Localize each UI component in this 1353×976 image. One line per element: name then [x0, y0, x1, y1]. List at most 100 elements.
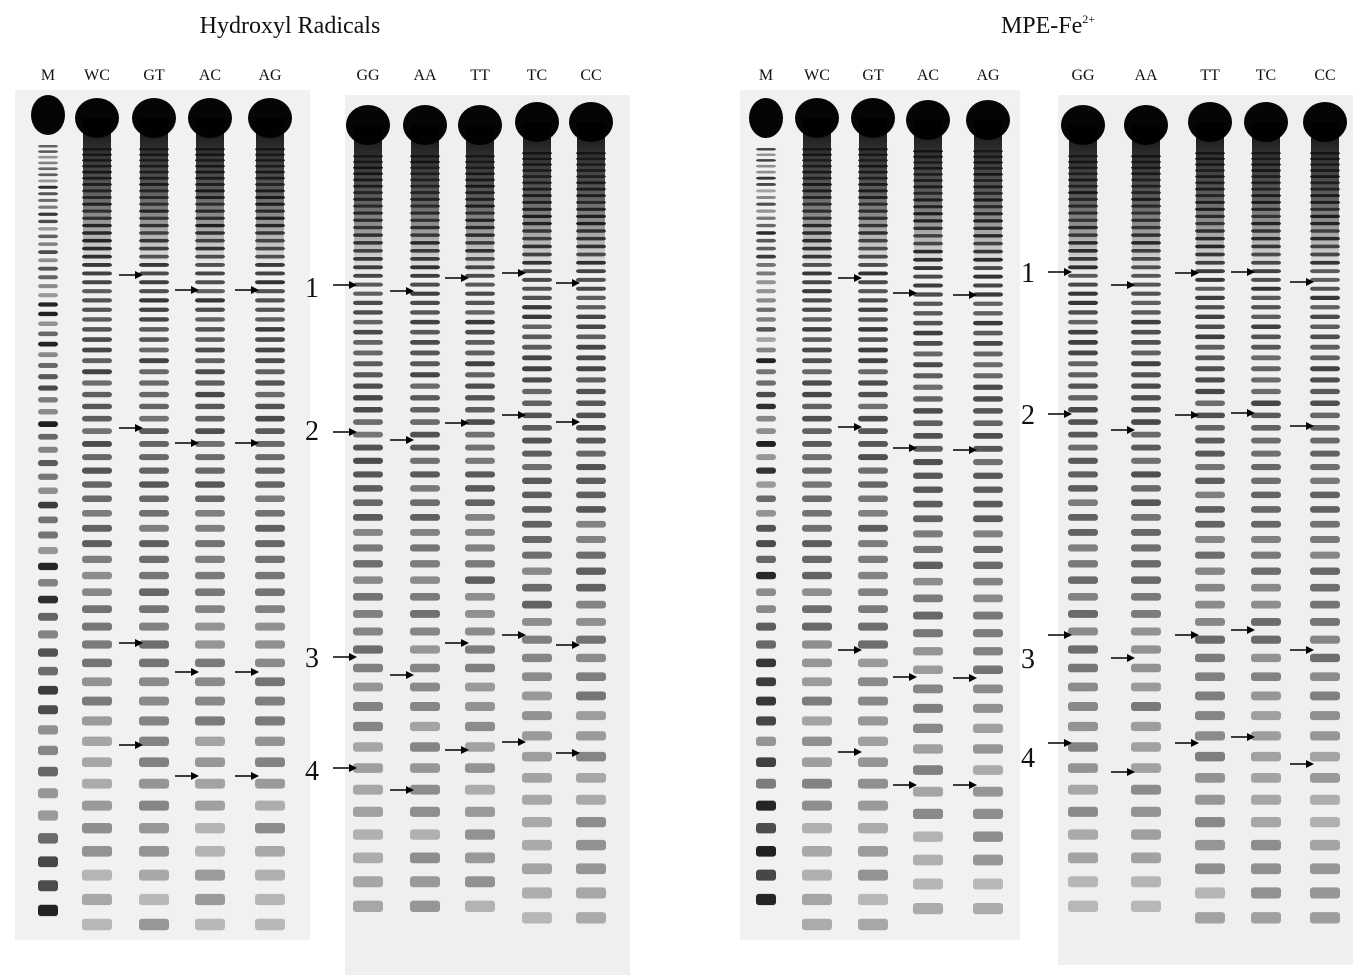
band [1251, 635, 1281, 644]
band [913, 241, 943, 246]
band [1310, 344, 1340, 350]
band [802, 540, 832, 548]
arrow-head [909, 781, 917, 789]
band [139, 380, 169, 386]
band [858, 246, 888, 251]
arrow-head [518, 411, 526, 419]
band [38, 341, 58, 347]
band [1068, 529, 1098, 536]
band [38, 242, 58, 246]
band [410, 233, 440, 237]
band [858, 238, 888, 243]
band [1195, 751, 1225, 762]
band [1251, 334, 1281, 340]
band [858, 869, 888, 881]
band [255, 736, 285, 746]
band [1195, 817, 1225, 828]
band [576, 388, 606, 395]
band [1131, 361, 1161, 367]
band [353, 900, 383, 912]
band [913, 198, 943, 202]
band [82, 800, 112, 811]
band [1195, 691, 1225, 701]
band [353, 372, 383, 378]
band [756, 202, 776, 206]
band [410, 204, 440, 208]
band [353, 645, 383, 654]
band [1131, 273, 1161, 278]
band [1068, 419, 1098, 425]
band [973, 362, 1003, 368]
band-marker: 4 [1021, 743, 1035, 774]
band [255, 289, 285, 294]
band [353, 310, 383, 315]
band [465, 166, 495, 170]
smear [83, 118, 111, 268]
band [465, 702, 495, 711]
band [1068, 155, 1098, 158]
band [522, 200, 552, 204]
band [1251, 520, 1281, 528]
band [353, 241, 383, 245]
arrow-head [1247, 268, 1255, 276]
band [1251, 412, 1281, 419]
band [410, 609, 440, 618]
band [913, 362, 943, 368]
band [1131, 204, 1161, 208]
band [1068, 265, 1098, 270]
band [1068, 166, 1098, 170]
band [1195, 567, 1225, 575]
band [195, 202, 225, 206]
band [82, 467, 112, 474]
band [353, 721, 383, 732]
arrow-head [969, 291, 977, 299]
band [139, 337, 169, 342]
band [353, 197, 383, 201]
band [410, 218, 440, 222]
band [353, 407, 383, 413]
band [1195, 463, 1225, 471]
band [802, 337, 832, 342]
band [410, 361, 440, 367]
band [82, 271, 112, 276]
band [1068, 211, 1098, 215]
band [195, 347, 225, 353]
band [139, 148, 169, 151]
band [1131, 160, 1161, 164]
band [913, 320, 943, 326]
band [522, 491, 552, 499]
lane-label: M [41, 67, 55, 84]
band [465, 329, 495, 335]
band [973, 198, 1003, 202]
band [802, 467, 832, 474]
band [38, 612, 58, 621]
band [139, 153, 169, 156]
band [576, 295, 606, 300]
band [255, 231, 285, 235]
band [973, 274, 1003, 279]
band [465, 663, 495, 673]
band [465, 645, 495, 654]
band [195, 454, 225, 461]
band [1068, 160, 1098, 164]
band [1131, 191, 1161, 195]
band [756, 347, 776, 353]
band [353, 784, 383, 795]
band [38, 284, 58, 289]
band [522, 839, 552, 851]
band [858, 202, 888, 206]
band [255, 153, 285, 156]
band [465, 204, 495, 208]
bands [31, 95, 1347, 931]
band [1131, 225, 1161, 230]
band [973, 205, 1003, 209]
band [38, 352, 58, 358]
band [195, 183, 225, 186]
band [410, 742, 440, 752]
band [756, 238, 776, 243]
band [1251, 887, 1281, 899]
band [255, 778, 285, 789]
band [576, 437, 606, 444]
lane-label: AA [413, 67, 437, 84]
band [858, 358, 888, 364]
